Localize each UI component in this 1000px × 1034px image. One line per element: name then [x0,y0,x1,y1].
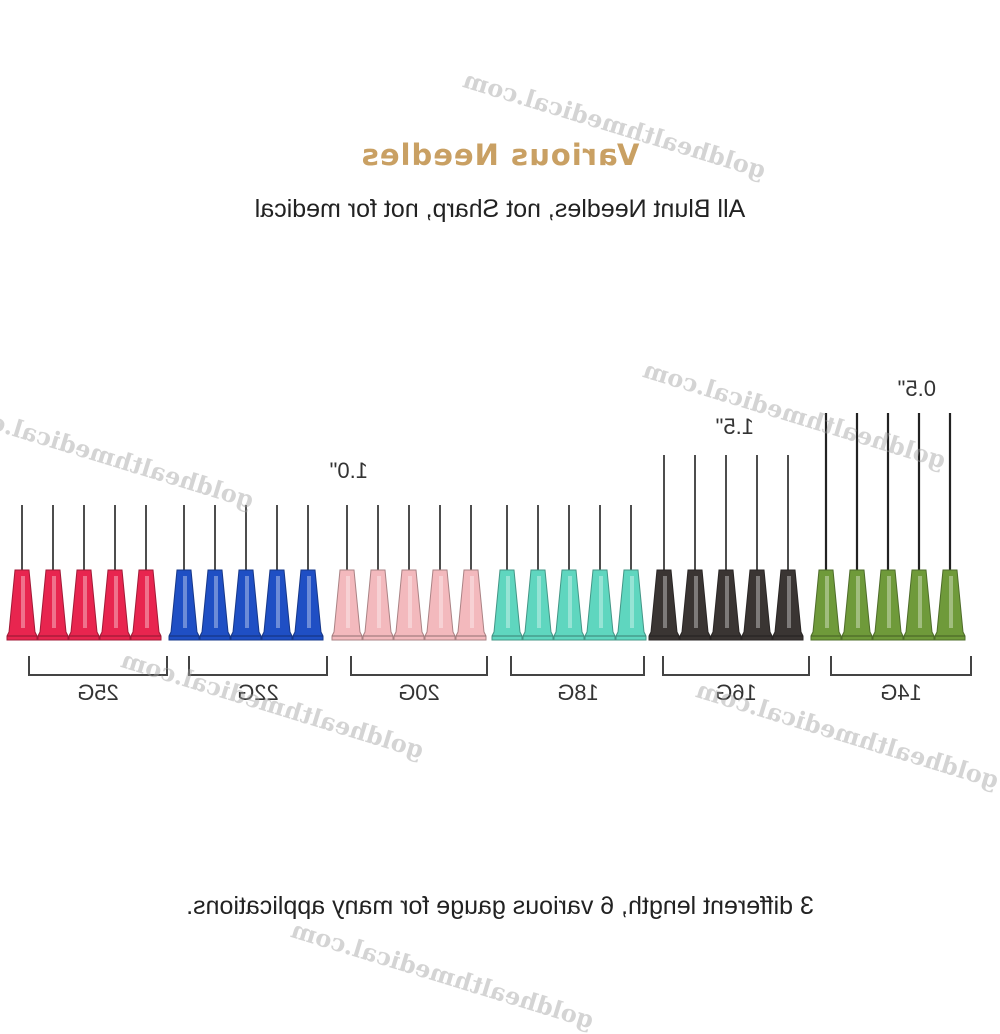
needle-22g [199,505,231,641]
mirrored-product-image: Various Needles All Blunt Needles, not S… [0,65,1000,1034]
needle-14g [903,413,935,641]
needle-25g [130,505,162,641]
needle-14g [841,413,873,641]
needle-16g [741,455,773,641]
gauge-bracket-16g [662,656,810,676]
needle-16g [772,455,804,641]
needle-25g [99,505,131,641]
needle-18g [584,505,616,641]
needle-20g [362,505,394,641]
needle-25g [68,505,100,641]
needle-14g [872,413,904,641]
needle-14g [810,413,842,641]
needle-row [6,413,966,641]
gauge-bracket-20g [350,656,488,676]
needle-18g [553,505,585,641]
needle-14g [934,413,966,641]
gauge-label-20g: 20G [398,680,440,705]
needle-25g [37,505,69,641]
needle-20g [424,505,456,641]
needle-20g [331,505,363,641]
needle-20g [455,505,487,641]
length-label-1-0: 1.0" [329,458,368,483]
gauge-bracket-14g [830,656,972,676]
gauge-label-14g: 14G [880,680,922,705]
gauge-label-25g: 25G [77,680,119,705]
length-label-0-5: 0.5" [897,376,936,401]
needle-22g [292,505,324,641]
length-label-1-5: 1.5" [715,414,754,439]
needle-22g [168,505,200,641]
needle-16g [648,455,680,641]
needle-25g [6,505,38,641]
needle-16g [679,455,711,641]
needle-18g [522,505,554,641]
needle-22g [230,505,262,641]
gauge-label-18g: 18G [557,680,599,705]
needle-22g [261,505,293,641]
needle-20g [393,505,425,641]
gauge-bracket-18g [510,656,645,676]
needle-18g [615,505,647,641]
needle-18g [491,505,523,641]
page-footer: 3 different length, 6 various gauge for … [186,892,814,920]
needle-16g [710,455,742,641]
